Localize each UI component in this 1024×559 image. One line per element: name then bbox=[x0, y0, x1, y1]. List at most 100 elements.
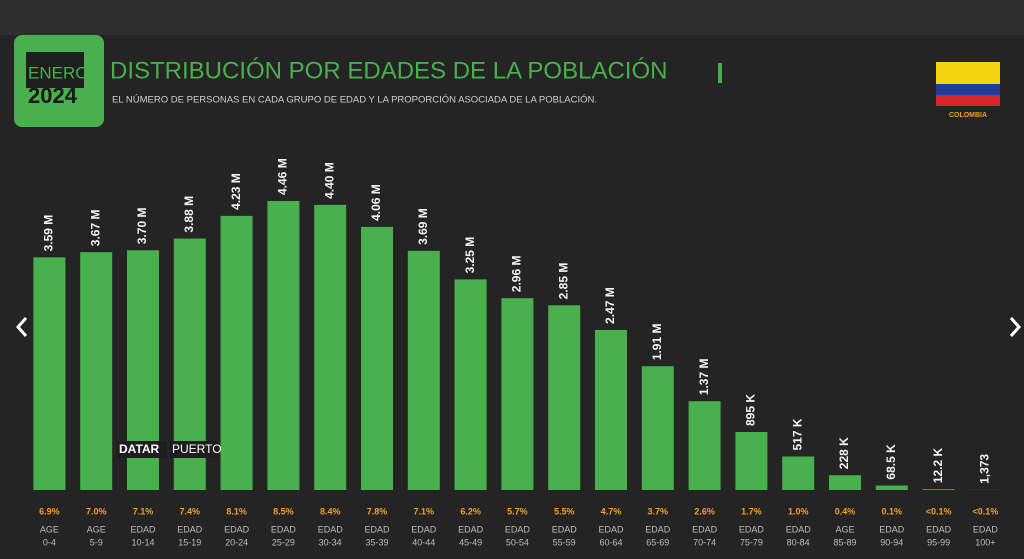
x-tick-label: EDAD bbox=[318, 524, 344, 534]
share-label: 7.4% bbox=[180, 506, 201, 516]
share-label: 7.8% bbox=[367, 506, 388, 516]
prev-arrow[interactable] bbox=[15, 317, 28, 337]
bar bbox=[829, 475, 861, 490]
bar bbox=[782, 456, 815, 490]
x-tick-label: 50-54 bbox=[506, 537, 529, 547]
badge-year: 2024 bbox=[28, 83, 78, 108]
value-label: 228 K bbox=[837, 437, 851, 469]
watermark-box bbox=[117, 441, 167, 458]
bar bbox=[267, 200, 300, 490]
bar bbox=[688, 401, 721, 490]
x-tick-label: 95-99 bbox=[927, 537, 950, 547]
x-tick-label: 75-79 bbox=[740, 537, 763, 547]
x-tick-label: 85-89 bbox=[833, 537, 856, 547]
share-label: 8.4% bbox=[320, 506, 341, 516]
watermark: PUERTO bbox=[172, 442, 222, 456]
value-label: 3.88 M bbox=[182, 196, 196, 233]
x-tick-label: 80-84 bbox=[787, 537, 810, 547]
value-label: 2.85 M bbox=[556, 263, 570, 300]
x-tick-label: 100+ bbox=[975, 537, 995, 547]
x-tick-label: 15-19 bbox=[178, 537, 201, 547]
share-label: 1.0% bbox=[788, 506, 809, 516]
value-label: 1.91 M bbox=[650, 324, 664, 361]
share-label: 7.1% bbox=[133, 506, 154, 516]
share-label: 6.9% bbox=[39, 506, 60, 516]
value-label: 4.46 M bbox=[276, 158, 290, 195]
x-tick-label: EDAD bbox=[692, 524, 718, 534]
x-tick-label: AGE bbox=[40, 524, 59, 534]
x-tick-label: EDAD bbox=[879, 524, 905, 534]
share-label: 3.7% bbox=[648, 506, 669, 516]
badge-month: ENERO bbox=[28, 63, 88, 82]
x-tick-label: EDAD bbox=[926, 524, 952, 534]
x-tick-label: EDAD bbox=[130, 524, 156, 534]
value-label: 1,373 bbox=[978, 454, 992, 484]
bar bbox=[735, 432, 768, 490]
x-tick-label: EDAD bbox=[177, 524, 203, 534]
x-tick-label: EDAD bbox=[411, 524, 437, 534]
watermark: DATAR bbox=[119, 442, 160, 456]
value-label: 4.23 M bbox=[229, 173, 243, 210]
x-tick-label: 70-74 bbox=[693, 537, 716, 547]
x-tick-label: EDAD bbox=[224, 524, 250, 534]
bar bbox=[922, 489, 955, 490]
bar bbox=[548, 305, 581, 490]
share-label: 7.0% bbox=[86, 506, 107, 516]
x-tick-label: EDAD bbox=[505, 524, 531, 534]
x-tick-label: 20-24 bbox=[225, 537, 248, 547]
x-tick-label: EDAD bbox=[364, 524, 390, 534]
x-tick-label: EDAD bbox=[786, 524, 812, 534]
x-tick-label: EDAD bbox=[271, 524, 297, 534]
value-label: 3.59 M bbox=[42, 215, 56, 252]
share-label: 5.5% bbox=[554, 506, 575, 516]
share-label: 2.6% bbox=[694, 506, 715, 516]
share-label: 0.1% bbox=[882, 506, 903, 516]
title-cursor bbox=[718, 63, 722, 83]
value-label: 4.06 M bbox=[369, 184, 383, 221]
x-tick-label: 45-49 bbox=[459, 537, 482, 547]
badge-inner bbox=[26, 52, 84, 88]
bar bbox=[501, 298, 534, 490]
x-tick-label: 0-4 bbox=[43, 537, 56, 547]
value-label: 3.70 M bbox=[135, 208, 149, 245]
x-tick-label: 30-34 bbox=[319, 537, 342, 547]
x-tick-label: EDAD bbox=[552, 524, 578, 534]
share-label: 1.7% bbox=[741, 506, 762, 516]
top-bar bbox=[0, 0, 1024, 35]
value-label: 895 K bbox=[744, 394, 758, 426]
value-label: 3.69 M bbox=[416, 208, 430, 245]
share-label: <0.1% bbox=[926, 506, 952, 516]
x-tick-label: 35-39 bbox=[365, 537, 388, 547]
value-label: 517 K bbox=[790, 418, 804, 450]
x-tick-label: 90-94 bbox=[880, 537, 903, 547]
bar bbox=[595, 329, 627, 490]
share-label: <0.1% bbox=[973, 506, 999, 516]
chart-subtitle: EL NÚMERO DE PERSONAS EN CADA GRUPO DE E… bbox=[112, 95, 597, 106]
bar bbox=[361, 226, 393, 491]
bar bbox=[220, 215, 253, 490]
share-label: 4.7% bbox=[601, 506, 622, 516]
flag-blue bbox=[936, 84, 1000, 95]
flag-label: COLOMBIA bbox=[949, 112, 987, 119]
value-label: 1.37 M bbox=[697, 359, 711, 396]
value-label: 2.96 M bbox=[510, 256, 524, 293]
bar bbox=[80, 252, 113, 490]
value-label: 2.47 M bbox=[603, 287, 617, 324]
value-label: 68.5 K bbox=[884, 444, 898, 480]
share-label: 5.7% bbox=[507, 506, 528, 516]
share-label: 7.1% bbox=[414, 506, 435, 516]
x-tick-label: 65-69 bbox=[646, 537, 669, 547]
chart-title: DISTRIBUCIÓN POR EDADES DE LA POBLACIÓN bbox=[110, 57, 667, 84]
value-label: 12.2 K bbox=[931, 448, 945, 484]
share-label: 8.1% bbox=[226, 506, 247, 516]
bar bbox=[454, 279, 487, 490]
bar bbox=[875, 485, 908, 490]
share-label: 0.4% bbox=[835, 506, 856, 516]
x-tick-label: 55-59 bbox=[553, 537, 576, 547]
next-arrow[interactable] bbox=[1009, 317, 1022, 337]
x-tick-label: 60-64 bbox=[599, 537, 622, 547]
x-tick-label: EDAD bbox=[973, 524, 999, 534]
x-tick-label: EDAD bbox=[598, 524, 624, 534]
x-tick-label: 10-14 bbox=[131, 537, 154, 547]
